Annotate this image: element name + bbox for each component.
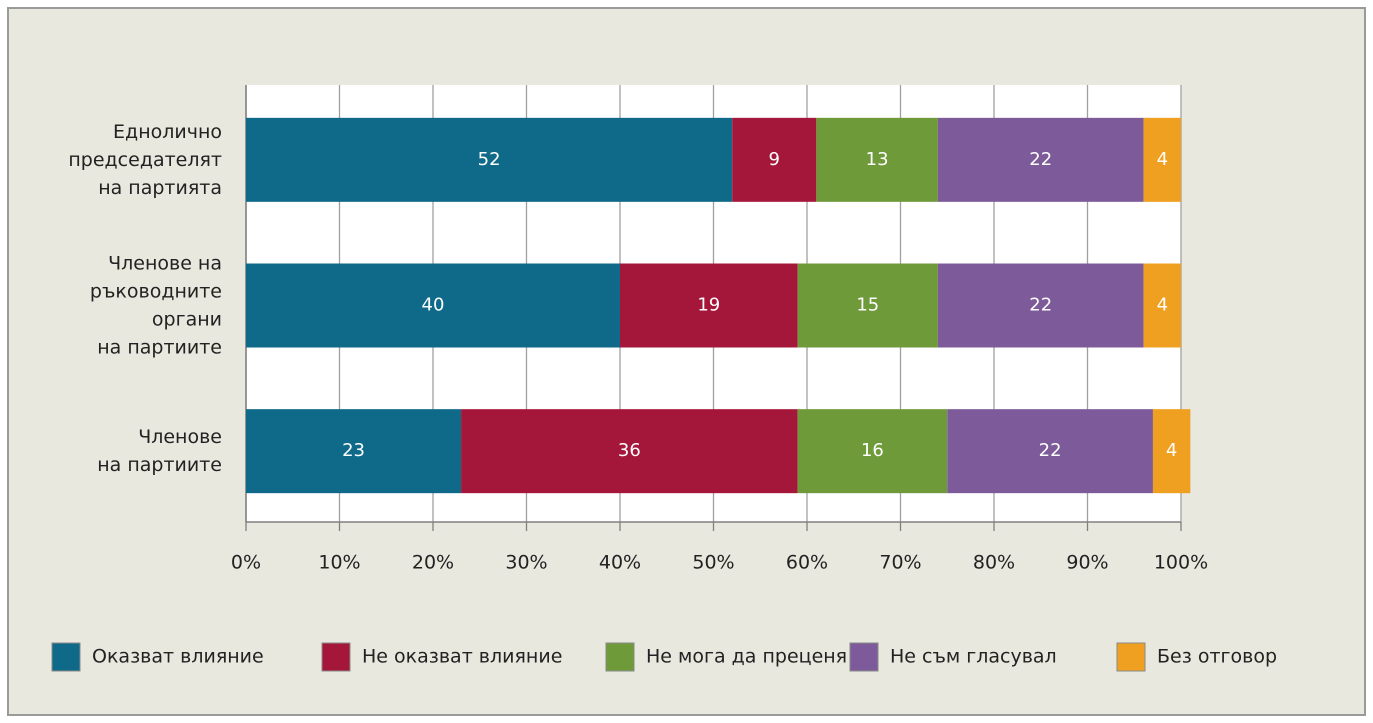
bar-segment bbox=[1143, 263, 1181, 348]
bar-segment bbox=[797, 409, 948, 494]
data-label: 22 bbox=[1029, 295, 1052, 316]
bar-segment bbox=[246, 409, 462, 494]
legend-label: Не съм гласувал bbox=[890, 646, 1057, 668]
data-label: 23 bbox=[342, 440, 365, 461]
y-tick-label: Членове на ръководните органи на партиите bbox=[90, 252, 222, 358]
x-tick-label: 40% bbox=[599, 552, 641, 574]
bar-segment bbox=[246, 263, 620, 348]
data-label: 22 bbox=[1029, 149, 1052, 170]
data-label: 22 bbox=[1039, 440, 1062, 461]
x-tick-label: 60% bbox=[786, 552, 828, 574]
legend-swatch bbox=[605, 642, 635, 672]
data-label: 15 bbox=[856, 295, 879, 316]
bar-segment bbox=[732, 117, 817, 202]
bar-segment bbox=[816, 117, 938, 202]
data-label: 13 bbox=[866, 149, 889, 170]
x-tick-label: 0% bbox=[231, 552, 261, 574]
data-label: 9 bbox=[769, 149, 780, 170]
x-tick-label: 10% bbox=[318, 552, 360, 574]
data-label: 52 bbox=[478, 149, 501, 170]
bar-segment bbox=[620, 263, 798, 348]
x-tick-label: 80% bbox=[973, 552, 1015, 574]
bar-segment bbox=[797, 263, 938, 348]
bar-segment bbox=[1143, 117, 1181, 202]
legend-swatch bbox=[51, 642, 81, 672]
bar-segment bbox=[1152, 409, 1191, 494]
data-label: 36 bbox=[618, 440, 641, 461]
legend-label: Не мога да преценя bbox=[646, 646, 847, 668]
y-tick-label: Еднолично председателят на партията bbox=[68, 120, 222, 198]
data-label: 40 bbox=[422, 295, 445, 316]
data-label: 19 bbox=[697, 295, 720, 316]
legend-swatch bbox=[321, 642, 351, 672]
legend-swatch bbox=[849, 642, 879, 672]
x-tick-label: 50% bbox=[692, 552, 734, 574]
data-label: 4 bbox=[1157, 149, 1168, 170]
x-tick-label: 90% bbox=[1066, 552, 1108, 574]
y-tick-label: Членове на партиите bbox=[97, 426, 222, 476]
bar-segment bbox=[246, 117, 733, 202]
bar-segment bbox=[947, 409, 1153, 494]
x-tick-label: 30% bbox=[505, 552, 547, 574]
bar-segment bbox=[937, 263, 1144, 348]
legend-label: Оказват влияние bbox=[92, 646, 264, 668]
bar-segment bbox=[461, 409, 798, 494]
x-tick-label: 20% bbox=[412, 552, 454, 574]
legend-swatch bbox=[1116, 642, 1146, 672]
legend-label: Без отговор bbox=[1157, 646, 1277, 668]
data-label: 16 bbox=[861, 440, 884, 461]
data-label: 4 bbox=[1157, 295, 1168, 316]
legend-label: Не оказват влияние bbox=[362, 646, 562, 668]
bar-segment bbox=[937, 117, 1144, 202]
x-tick-label: 70% bbox=[879, 552, 921, 574]
data-label: 4 bbox=[1166, 440, 1177, 461]
x-tick-label: 100% bbox=[1154, 552, 1208, 574]
